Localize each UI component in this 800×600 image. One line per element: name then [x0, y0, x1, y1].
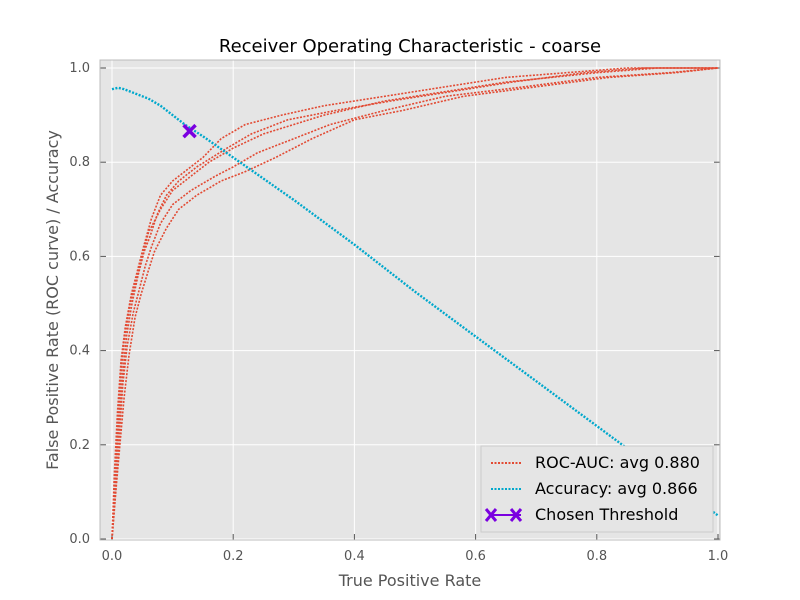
grid-lines — [100, 60, 720, 540]
legend-accuracy-label: Accuracy: avg 0.866 — [535, 479, 698, 498]
legend-threshold-marker-right — [509, 508, 523, 522]
chart-title: Receiver Operating Characteristic - coar… — [219, 36, 601, 57]
y-tick-label: 0.6 — [69, 249, 90, 264]
x-tick-label: 0.2 — [223, 549, 244, 564]
x-tick-label: 0.4 — [344, 549, 365, 564]
x-tick-label: 0.8 — [586, 549, 607, 564]
axis-ticks: 0.0 0.2 0.4 0.6 0.8 1.0 0.0 0.2 0.4 0.6 0.8 1.0 — [69, 61, 728, 564]
x-tick-label: 0.0 — [102, 549, 123, 564]
x-tick-label: 1.0 — [708, 549, 729, 564]
legend-threshold-label: Chosen Threshold — [535, 505, 678, 524]
y-axis-label: False Positive Rate (ROC curve) / Accura… — [43, 130, 62, 470]
x-tick-label: 0.6 — [465, 549, 486, 564]
y-tick-label: 1.0 — [69, 61, 90, 76]
legend-roc-label: ROC-AUC: avg 0.880 — [535, 453, 700, 472]
roc-curve-line — [111, 67, 719, 540]
roc-curve-line — [111, 67, 718, 540]
legend: ROC-AUC: avg 0.880 Accuracy: avg 0.866 C… — [480, 445, 714, 533]
y-tick-label: 0.4 — [69, 344, 90, 359]
y-tick-label: 0.2 — [69, 438, 90, 453]
accuracy-curve-line — [111, 86, 719, 517]
y-tick-label: 0.0 — [69, 532, 90, 547]
roc-curve-line — [111, 67, 718, 540]
plot-frame — [99, 59, 721, 541]
x-axis-label: True Positive Rate — [338, 571, 482, 590]
roc-curve-line — [111, 67, 718, 540]
chart-series — [111, 67, 719, 540]
y-tick-label: 0.8 — [69, 155, 90, 170]
legend-threshold-marker-left — [484, 508, 498, 522]
chosen-threshold-marker — [182, 123, 197, 139]
